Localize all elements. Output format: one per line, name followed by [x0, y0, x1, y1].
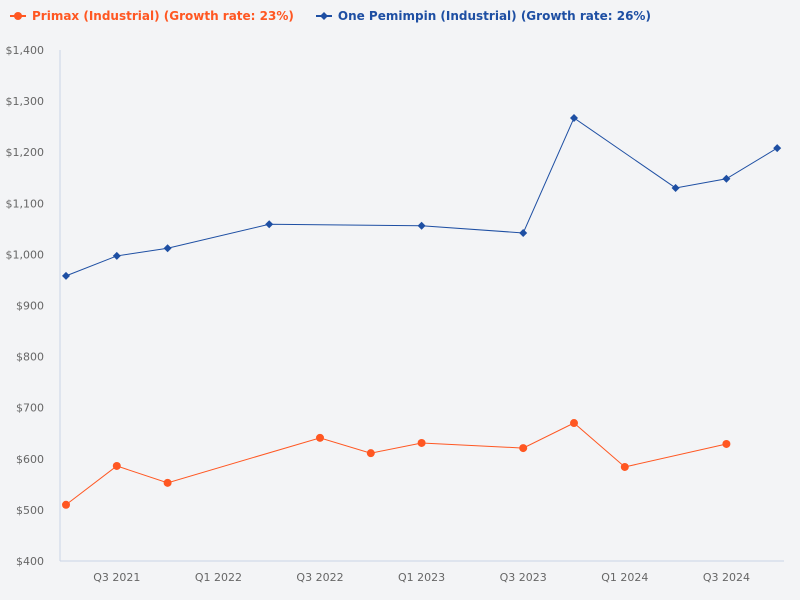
data-point	[62, 500, 70, 509]
x-tick-label: Q3 2024	[703, 571, 750, 584]
series-line-0	[65, 422, 727, 506]
data-point	[265, 220, 274, 229]
y-tick-label: $1,000	[6, 248, 45, 261]
legend-label: One Pemimpin (Industrial) (Growth rate: …	[337, 9, 651, 23]
y-tick-label: $700	[16, 402, 44, 415]
data-point	[519, 228, 528, 237]
x-tick-label: Q1 2023	[398, 571, 445, 584]
y-tick-label: $1,300	[6, 95, 45, 108]
y-tick-label: $1,400	[6, 44, 45, 57]
y-tick-label: $400	[16, 555, 44, 568]
series-line-1	[65, 117, 778, 277]
data-point	[417, 438, 426, 447]
data-point	[722, 439, 731, 448]
x-tick-label: Q3 2021	[93, 571, 140, 584]
legend-label: Primax (Industrial) (Growth rate: 23%)	[32, 9, 294, 23]
y-tick-label: $900	[16, 300, 44, 313]
data-point	[316, 433, 324, 442]
data-point	[722, 174, 731, 183]
legend-item-primax[interactable]: Primax (Industrial) (Growth rate: 23%)	[10, 9, 294, 23]
data-point	[570, 419, 578, 428]
x-tick-label: Q3 2022	[296, 571, 343, 584]
x-tick-label: Q1 2022	[195, 571, 242, 584]
diamond-marker-icon	[315, 12, 332, 20]
data-point	[620, 462, 629, 471]
data-point	[773, 144, 782, 153]
data-point	[112, 251, 121, 260]
y-tick-label: $1,200	[6, 146, 45, 159]
legend-item-one-pemimpin[interactable]: One Pemimpin (Industrial) (Growth rate: …	[315, 9, 651, 23]
y-tick-label: $800	[16, 351, 44, 364]
x-tick-label: Q1 2024	[601, 571, 648, 584]
data-point	[519, 444, 528, 453]
y-tick-label: $600	[16, 453, 44, 466]
data-point	[163, 478, 172, 487]
y-tick-label: $500	[16, 504, 44, 517]
data-point	[570, 113, 578, 122]
y-tick-label: $1,100	[6, 197, 45, 210]
data-point	[112, 461, 121, 470]
legend: Primax (Industrial) (Growth rate: 23%) O…	[10, 9, 651, 23]
x-tick-label: Q3 2023	[500, 571, 547, 584]
circle-marker-icon	[10, 12, 26, 20]
data-point	[163, 244, 172, 253]
data-point	[366, 449, 375, 458]
data-point	[417, 221, 426, 230]
data-point	[671, 183, 680, 192]
data-point	[62, 271, 70, 280]
